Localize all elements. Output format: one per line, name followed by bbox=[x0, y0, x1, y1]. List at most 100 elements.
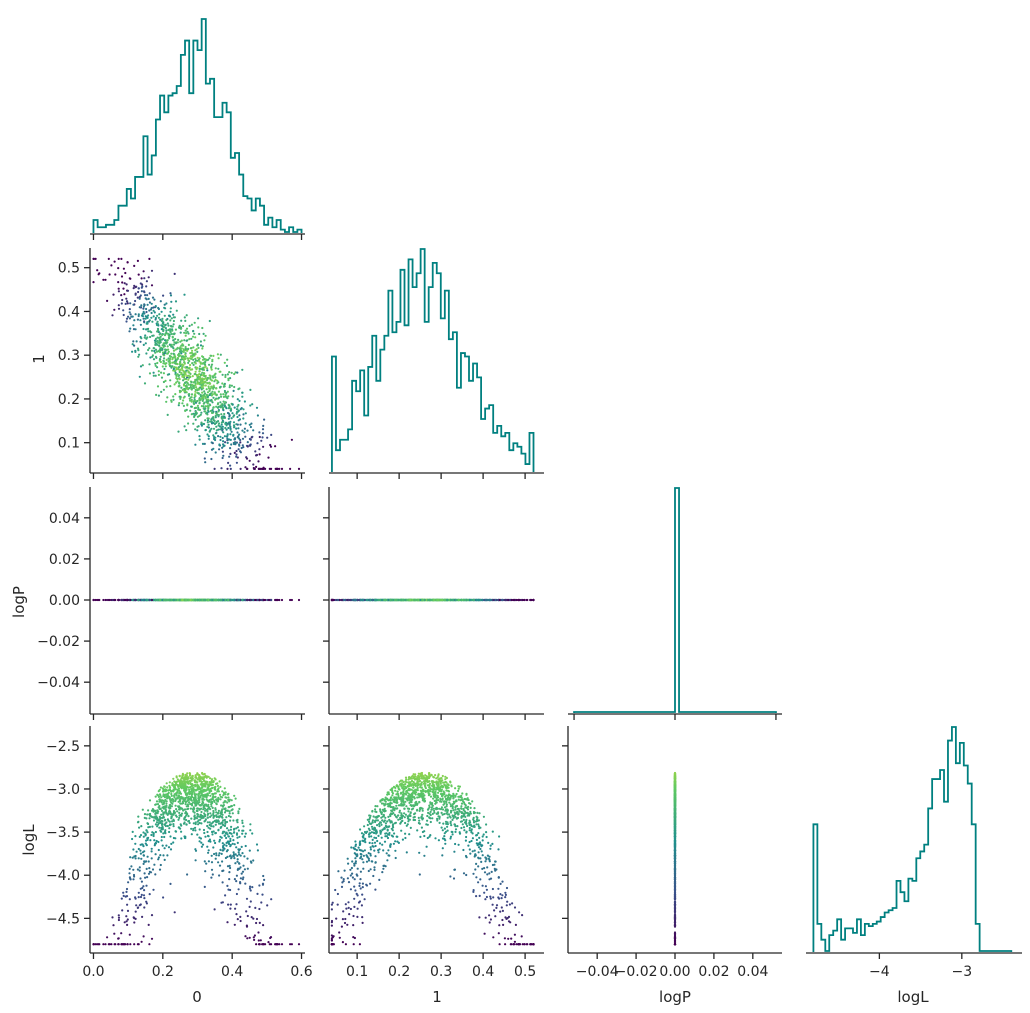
scatter-point bbox=[197, 326, 200, 329]
scatter-point bbox=[239, 441, 242, 444]
scatter-point bbox=[186, 374, 189, 377]
scatter-point bbox=[250, 436, 253, 439]
scatter-point bbox=[140, 304, 143, 307]
scatter-point bbox=[235, 455, 238, 458]
scatter-point bbox=[216, 406, 219, 409]
scatter-point bbox=[161, 317, 164, 320]
scatter-point bbox=[207, 437, 210, 440]
scatter-point bbox=[194, 382, 197, 385]
scatter-point bbox=[128, 308, 131, 311]
scatter-point bbox=[178, 811, 181, 815]
scatter-point bbox=[162, 294, 165, 297]
scatter-point bbox=[340, 598, 343, 602]
scatter-point bbox=[219, 428, 222, 431]
scatter-point bbox=[154, 318, 157, 321]
scatter-point bbox=[475, 598, 478, 602]
scatter-point bbox=[214, 438, 217, 442]
scatter-point bbox=[206, 369, 209, 372]
scatter-point bbox=[226, 827, 229, 830]
scatter-point bbox=[225, 364, 229, 367]
scatter-point bbox=[164, 324, 167, 327]
scatter-point bbox=[166, 322, 169, 325]
scatter-point bbox=[276, 467, 279, 470]
scatter-point bbox=[211, 358, 214, 361]
scatter-point bbox=[243, 835, 246, 838]
scatter-point bbox=[211, 442, 214, 445]
scatter-point bbox=[172, 395, 175, 398]
scatter-point bbox=[159, 854, 162, 857]
scatter-point bbox=[225, 435, 228, 438]
scatter-point bbox=[137, 314, 140, 318]
scatter-point bbox=[230, 384, 233, 387]
scatter-point bbox=[211, 833, 214, 836]
scatter-point bbox=[210, 868, 214, 871]
scatter-point bbox=[194, 428, 197, 431]
scatter-point bbox=[209, 392, 212, 395]
scatter-point bbox=[162, 360, 165, 363]
scatter-point bbox=[227, 598, 230, 602]
scatter-point bbox=[172, 352, 175, 355]
scatter-point bbox=[150, 349, 154, 352]
scatter-point bbox=[175, 309, 178, 312]
scatter-point bbox=[217, 357, 220, 360]
scatter-point bbox=[227, 417, 230, 420]
scatter-point bbox=[529, 598, 532, 602]
scatter-point bbox=[193, 332, 196, 335]
scatter-point bbox=[144, 342, 147, 345]
scatter-point bbox=[162, 362, 165, 365]
y-tick-label: 0.02 bbox=[49, 552, 80, 568]
scatter-point bbox=[267, 941, 270, 944]
scatter-point bbox=[207, 812, 210, 815]
scatter-point bbox=[203, 339, 206, 342]
scatter-point bbox=[221, 456, 224, 460]
scatter-point bbox=[180, 830, 183, 833]
scatter-point bbox=[162, 372, 165, 375]
scatter-point bbox=[224, 401, 227, 404]
scatter-point bbox=[180, 347, 183, 350]
scatter-point bbox=[218, 422, 221, 425]
scatter-point bbox=[241, 395, 244, 398]
scatter-point bbox=[297, 598, 301, 602]
scatter-point bbox=[249, 889, 252, 892]
scatter-point bbox=[190, 380, 193, 384]
scatter-point bbox=[140, 277, 143, 280]
scatter-point bbox=[128, 898, 131, 901]
scatter-point bbox=[178, 326, 181, 329]
scatter-point bbox=[176, 357, 179, 360]
scatter-point bbox=[150, 914, 154, 917]
scatter-point bbox=[123, 282, 126, 285]
scatter-point bbox=[102, 278, 105, 281]
scatter-point bbox=[233, 372, 236, 376]
scatter-point bbox=[203, 363, 207, 366]
scatter-point bbox=[201, 396, 205, 399]
scatter-point bbox=[122, 313, 125, 317]
y-tick-label: 0.1 bbox=[58, 436, 80, 452]
scatter-point bbox=[148, 363, 151, 366]
scatter-point bbox=[203, 442, 206, 445]
scatter-point bbox=[261, 432, 265, 435]
scatter-point bbox=[210, 427, 213, 430]
scatter-point bbox=[167, 360, 170, 363]
scatter-point bbox=[159, 360, 162, 364]
scatter-point bbox=[212, 410, 215, 413]
scatter-point bbox=[221, 436, 224, 440]
scatter-point bbox=[164, 365, 167, 368]
scatter-point bbox=[181, 388, 184, 391]
scatter-point bbox=[194, 336, 197, 339]
scatter-point bbox=[387, 598, 390, 602]
scatter-point bbox=[209, 382, 212, 385]
scatter-point bbox=[223, 402, 226, 405]
scatter-point bbox=[189, 375, 192, 379]
scatter-point bbox=[266, 598, 269, 602]
scatter-point bbox=[202, 366, 205, 369]
scatter-point bbox=[142, 270, 145, 273]
scatter-point bbox=[166, 854, 169, 857]
scatter-point bbox=[261, 428, 265, 431]
scatter-point bbox=[178, 389, 181, 392]
scatter-point bbox=[223, 415, 226, 418]
scatter-point bbox=[198, 365, 202, 368]
scatter-point bbox=[215, 412, 218, 415]
scatter-point bbox=[196, 344, 199, 347]
scatter-point bbox=[169, 365, 172, 368]
scatter-point bbox=[165, 400, 168, 403]
